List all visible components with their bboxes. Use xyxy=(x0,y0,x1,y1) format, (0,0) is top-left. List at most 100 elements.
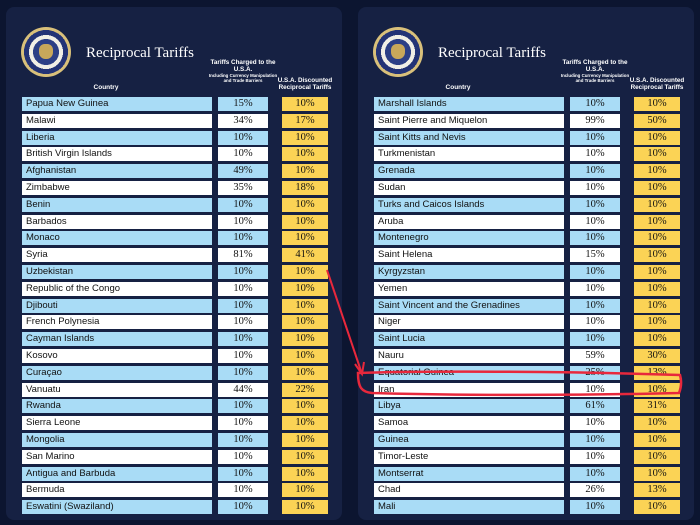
country-name: Curaçao xyxy=(22,365,212,380)
table-row: Turks and Caicos Islands 10% 10% xyxy=(358,197,694,212)
discounted-tariff-value: 10% xyxy=(282,500,328,515)
tariff-charged-value: 10% xyxy=(218,500,268,515)
table-row: Nauru 59% 30% xyxy=(358,349,694,363)
table-row: Timor-Leste 10% 10% xyxy=(358,449,694,464)
discounted-tariff-value: 10% xyxy=(634,449,680,464)
country-name: Kyrgyzstan xyxy=(374,265,564,279)
country-name: San Marino xyxy=(22,449,212,464)
country-name: Barbados xyxy=(22,214,212,229)
discounted-tariff-value: 10% xyxy=(282,399,328,414)
table-row: Curaçao 10% 10% xyxy=(6,365,342,380)
discounted-tariff-value: 10% xyxy=(282,332,328,347)
tariff-charged-value: 15% xyxy=(570,248,620,263)
tariff-charged-value: 10% xyxy=(570,332,620,347)
country-name: Kosovo xyxy=(22,349,212,363)
tariff-charged-value: 44% xyxy=(218,382,268,397)
tariff-charged-value: 10% xyxy=(218,265,268,279)
charged-column-header: Tariffs Charged to the U.S.A. Including … xyxy=(208,59,278,83)
discounted-tariff-value: 10% xyxy=(634,466,680,481)
table-row: British Virgin Islands 10% 10% xyxy=(6,147,342,162)
country-name: Djibouti xyxy=(22,298,212,313)
tariff-charged-value: 10% xyxy=(570,231,620,246)
table-row: Syria 81% 41% xyxy=(6,248,342,263)
tariff-charged-value: 10% xyxy=(570,315,620,330)
table-row: Eswatini (Swaziland) 10% 10% xyxy=(6,500,342,515)
country-name: Benin xyxy=(22,197,212,212)
country-name: Antigua and Barbuda xyxy=(22,466,212,481)
tariff-charged-value: 10% xyxy=(218,281,268,296)
tariff-charged-value: 10% xyxy=(570,466,620,481)
table-row: Yemen 10% 10% xyxy=(358,281,694,296)
discounted-tariff-value: 10% xyxy=(282,281,328,296)
discounted-tariff-value: 10% xyxy=(282,298,328,313)
discounted-tariff-value: 10% xyxy=(634,382,680,397)
discounted-tariff-value: 10% xyxy=(282,433,328,447)
table-row: Kyrgyzstan 10% 10% xyxy=(358,265,694,279)
charged-column-subheader: Including Currency Manipulation and Trad… xyxy=(208,73,278,83)
discounted-tariff-value: 10% xyxy=(634,97,680,111)
table-row: Niger 10% 10% xyxy=(358,315,694,330)
table-row: Libya 61% 31% xyxy=(358,399,694,414)
charged-column-subheader: Including Currency Manipulation and Trad… xyxy=(560,73,630,83)
discounted-tariff-value: 13% xyxy=(634,365,680,380)
discounted-tariff-value: 10% xyxy=(634,147,680,162)
tariff-charged-value: 10% xyxy=(570,197,620,212)
table-row: Zimbabwe 35% 18% xyxy=(6,181,342,195)
panel-title: Reciprocal Tariffs xyxy=(438,45,546,61)
tariff-charged-value: 35% xyxy=(218,181,268,195)
tariff-charged-value: 10% xyxy=(218,197,268,212)
tariff-charged-value: 10% xyxy=(218,332,268,347)
tariff-charged-value: 10% xyxy=(218,130,268,145)
discounted-tariff-value: 10% xyxy=(282,349,328,363)
presidential-seal-icon xyxy=(373,27,423,77)
tariff-charged-value: 10% xyxy=(218,449,268,464)
table-row: Marshall Islands 10% 10% xyxy=(358,97,694,111)
country-name: Saint Lucia xyxy=(374,332,564,347)
table-row: Antigua and Barbuda 10% 10% xyxy=(6,466,342,481)
tariff-charged-value: 10% xyxy=(218,214,268,229)
country-name: Rwanda xyxy=(22,399,212,414)
discounted-tariff-value: 10% xyxy=(282,214,328,229)
table-row: Djibouti 10% 10% xyxy=(6,298,342,313)
discounted-tariff-value: 10% xyxy=(282,315,328,330)
tariff-charged-value: 81% xyxy=(218,248,268,263)
tariff-charged-value: 10% xyxy=(570,500,620,515)
discounted-tariff-value: 10% xyxy=(634,298,680,313)
discounted-column-header: U.S.A. Discounted Reciprocal Tariffs xyxy=(277,77,333,91)
country-name: Papua New Guinea xyxy=(22,97,212,111)
country-name: Chad xyxy=(374,483,564,498)
country-column-header: Country xyxy=(445,84,471,91)
discounted-tariff-value: 10% xyxy=(282,449,328,464)
country-name: Malawi xyxy=(22,113,212,128)
table-row: Turkmenistan 10% 10% xyxy=(358,147,694,162)
table-row: Malawi 34% 17% xyxy=(6,113,342,128)
country-name: Libya xyxy=(374,399,564,414)
tariff-charged-value: 26% xyxy=(570,483,620,498)
table-row: Saint Kitts and Nevis 10% 10% xyxy=(358,130,694,145)
tariff-charged-value: 10% xyxy=(218,365,268,380)
presidential-seal-icon xyxy=(21,27,71,77)
discounted-tariff-value: 30% xyxy=(634,349,680,363)
tariff-charged-value: 10% xyxy=(570,265,620,279)
table-row: Mongolia 10% 10% xyxy=(6,433,342,447)
tariff-charged-value: 10% xyxy=(570,214,620,229)
country-name: Grenada xyxy=(374,164,564,179)
country-name: French Polynesia xyxy=(22,315,212,330)
country-name: Saint Helena xyxy=(374,248,564,263)
country-name: Sierra Leone xyxy=(22,416,212,431)
tariff-charged-value: 10% xyxy=(570,449,620,464)
discounted-tariff-value: 10% xyxy=(634,433,680,447)
discounted-tariff-value: 10% xyxy=(282,365,328,380)
panel-title: Reciprocal Tariffs xyxy=(86,45,194,61)
discounted-tariff-value: 10% xyxy=(634,214,680,229)
country-name: Niger xyxy=(374,315,564,330)
tariff-charged-value: 10% xyxy=(218,315,268,330)
tariff-charged-value: 10% xyxy=(570,281,620,296)
country-name: Guinea xyxy=(374,433,564,447)
tariff-charged-value: 10% xyxy=(218,433,268,447)
country-name: Yemen xyxy=(374,281,564,296)
discounted-tariff-value: 22% xyxy=(282,382,328,397)
table-row: Equatorial Guinea 25% 13% xyxy=(358,365,694,380)
table-row: Sudan 10% 10% xyxy=(358,181,694,195)
table-row: Rwanda 10% 10% xyxy=(6,399,342,414)
